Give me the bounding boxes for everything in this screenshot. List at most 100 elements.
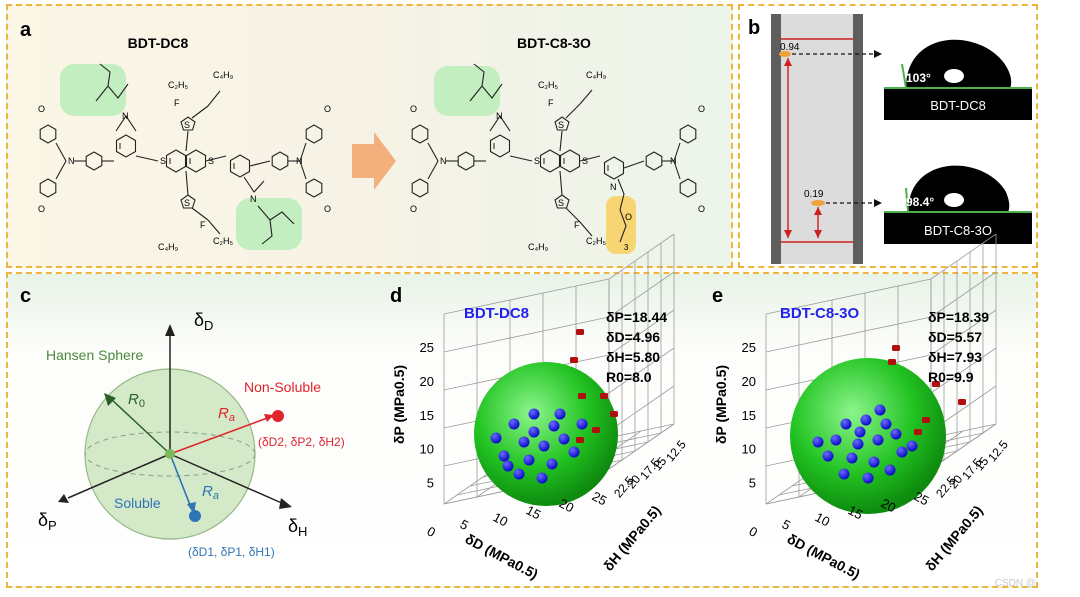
grid-line <box>930 347 997 394</box>
amine-label: N <box>670 156 677 166</box>
x-tick-label: 10 <box>491 509 511 529</box>
x-tick-label: 0 <box>747 523 760 540</box>
methoxy-label: O <box>698 204 705 214</box>
amine-label: N <box>68 156 75 166</box>
solvent-point <box>880 418 892 430</box>
grid-line <box>608 385 675 432</box>
grid-line <box>608 423 675 470</box>
non-solvent-point <box>922 417 930 423</box>
axis-h-line <box>169 453 285 505</box>
x-tick-label: 20 <box>557 495 577 515</box>
ra-blue-label: Ra <box>202 483 219 502</box>
non-solvent-point <box>914 429 922 435</box>
substituent-label: C₄H₉ <box>158 242 179 252</box>
solvent-point <box>872 434 884 446</box>
ra-red-label: Ra <box>218 405 235 424</box>
grid-line <box>930 233 997 280</box>
solvent-point <box>548 420 560 432</box>
non-solvent-point <box>958 399 966 405</box>
param-dd: δD=5.57 <box>928 329 982 345</box>
solvent-point <box>546 458 558 470</box>
tlc-plate-left-edge <box>771 14 781 264</box>
grid-line <box>930 423 997 470</box>
amine-label: N <box>440 156 447 166</box>
arrow-head-icon <box>874 50 882 58</box>
solvent-point <box>884 464 896 476</box>
tangent-line <box>901 63 907 89</box>
substrate-top <box>884 88 1032 120</box>
solvent-point <box>812 436 824 448</box>
grid-line <box>608 233 675 280</box>
non-solvent-point <box>578 393 586 399</box>
grid-line <box>443 278 610 315</box>
non-solvent-point <box>610 411 618 417</box>
hansen-panels: c δD δP δH Hansen Sphere R0 Ra Ra Non-So… <box>20 233 1011 583</box>
fluorine-label: F <box>574 220 580 230</box>
solvent-point <box>490 432 502 444</box>
panel-a-letter: a <box>20 19 32 41</box>
sphere-label: Hansen Sphere <box>46 347 144 363</box>
methoxy-label: O <box>410 204 417 214</box>
x-axis-label: δD (MPa0.5) <box>785 531 863 583</box>
arrow-head-icon <box>279 498 292 509</box>
watermark: CSDN @ <box>994 578 1036 589</box>
triazole-label: N <box>250 194 257 204</box>
non-solvent-point <box>576 437 584 443</box>
axis-d-label: δD <box>194 310 213 333</box>
tlc-plate-right-edge <box>853 14 863 264</box>
panel-c-letter: c <box>20 285 31 307</box>
alkyl-highlight-right-top <box>434 66 500 116</box>
arrow-head-icon <box>264 414 274 422</box>
panel-c: c δD δP δH Hansen Sphere R0 Ra Ra Non-So… <box>20 285 345 559</box>
solvent-point <box>874 404 886 416</box>
amine-label: N <box>296 156 303 166</box>
rf-arrow-head <box>784 58 792 66</box>
panel-cde: c δD δP δH Hansen Sphere R0 Ra Ra Non-So… <box>6 233 1038 588</box>
substituent-label: C₂H₅ <box>168 80 188 90</box>
solvent-point <box>502 460 514 472</box>
sulfur-label: S <box>558 120 564 130</box>
panel-e-letter: e <box>712 285 723 307</box>
axis-p-label: δP <box>38 510 57 533</box>
z-tick-label: 12.5 <box>663 437 689 464</box>
substituent-label: C₄H₉ <box>213 70 234 80</box>
param-dh: δH=5.80 <box>606 349 660 365</box>
param-dp: δP=18.44 <box>606 309 667 325</box>
ra-red-line <box>169 416 271 455</box>
param-dp: δP=18.39 <box>928 309 989 325</box>
r0-radius <box>109 397 171 455</box>
droplet-top <box>906 39 1012 88</box>
x-axis-label: δD (MPa0.5) <box>463 531 541 583</box>
label-top: BDT-DC8 <box>930 98 986 113</box>
x-tick-label: 25 <box>590 488 610 508</box>
coord-red-label: (δD2, δP2, δH2) <box>258 435 345 449</box>
solvent-point <box>896 446 908 458</box>
solvent-point <box>576 418 588 430</box>
panel-b: b 0.94 0.19 103° BDT-DC8 98.4° BDT-C8-3O <box>738 4 1038 268</box>
r0-label: R0 <box>128 391 145 410</box>
substrate-bottom <box>884 212 1032 244</box>
y-tick-label: 20 <box>420 374 434 389</box>
sulfur-label: S <box>184 120 190 130</box>
param-r0: R0=9.9 <box>928 369 974 385</box>
solvent-point <box>868 456 880 468</box>
x-tick-label: 10 <box>813 509 833 529</box>
spot-bdt-c8-3o <box>811 200 825 206</box>
substituent-label: C₄H₉ <box>528 242 549 252</box>
y-tick-label: 25 <box>420 340 434 355</box>
axis-h-label: δH <box>288 516 307 539</box>
methoxy-label: O <box>324 204 331 214</box>
molecule-left-skeleton <box>39 63 323 245</box>
solvent-point <box>513 468 525 480</box>
y-tick-label: 15 <box>742 408 756 423</box>
x-tick-label: 15 <box>846 502 866 522</box>
non-soluble-label: Non-Soluble <box>244 379 321 395</box>
methoxy-label: O <box>38 204 45 214</box>
substituent-label: C₂H₅ <box>213 236 233 246</box>
y-tick-label: 5 <box>427 476 434 491</box>
methoxy-label: O <box>324 104 331 114</box>
non-solvent-point <box>600 393 608 399</box>
molecule-right-skeleton <box>411 63 697 243</box>
arrow-head-icon <box>165 324 175 336</box>
solvent-point <box>854 426 866 438</box>
